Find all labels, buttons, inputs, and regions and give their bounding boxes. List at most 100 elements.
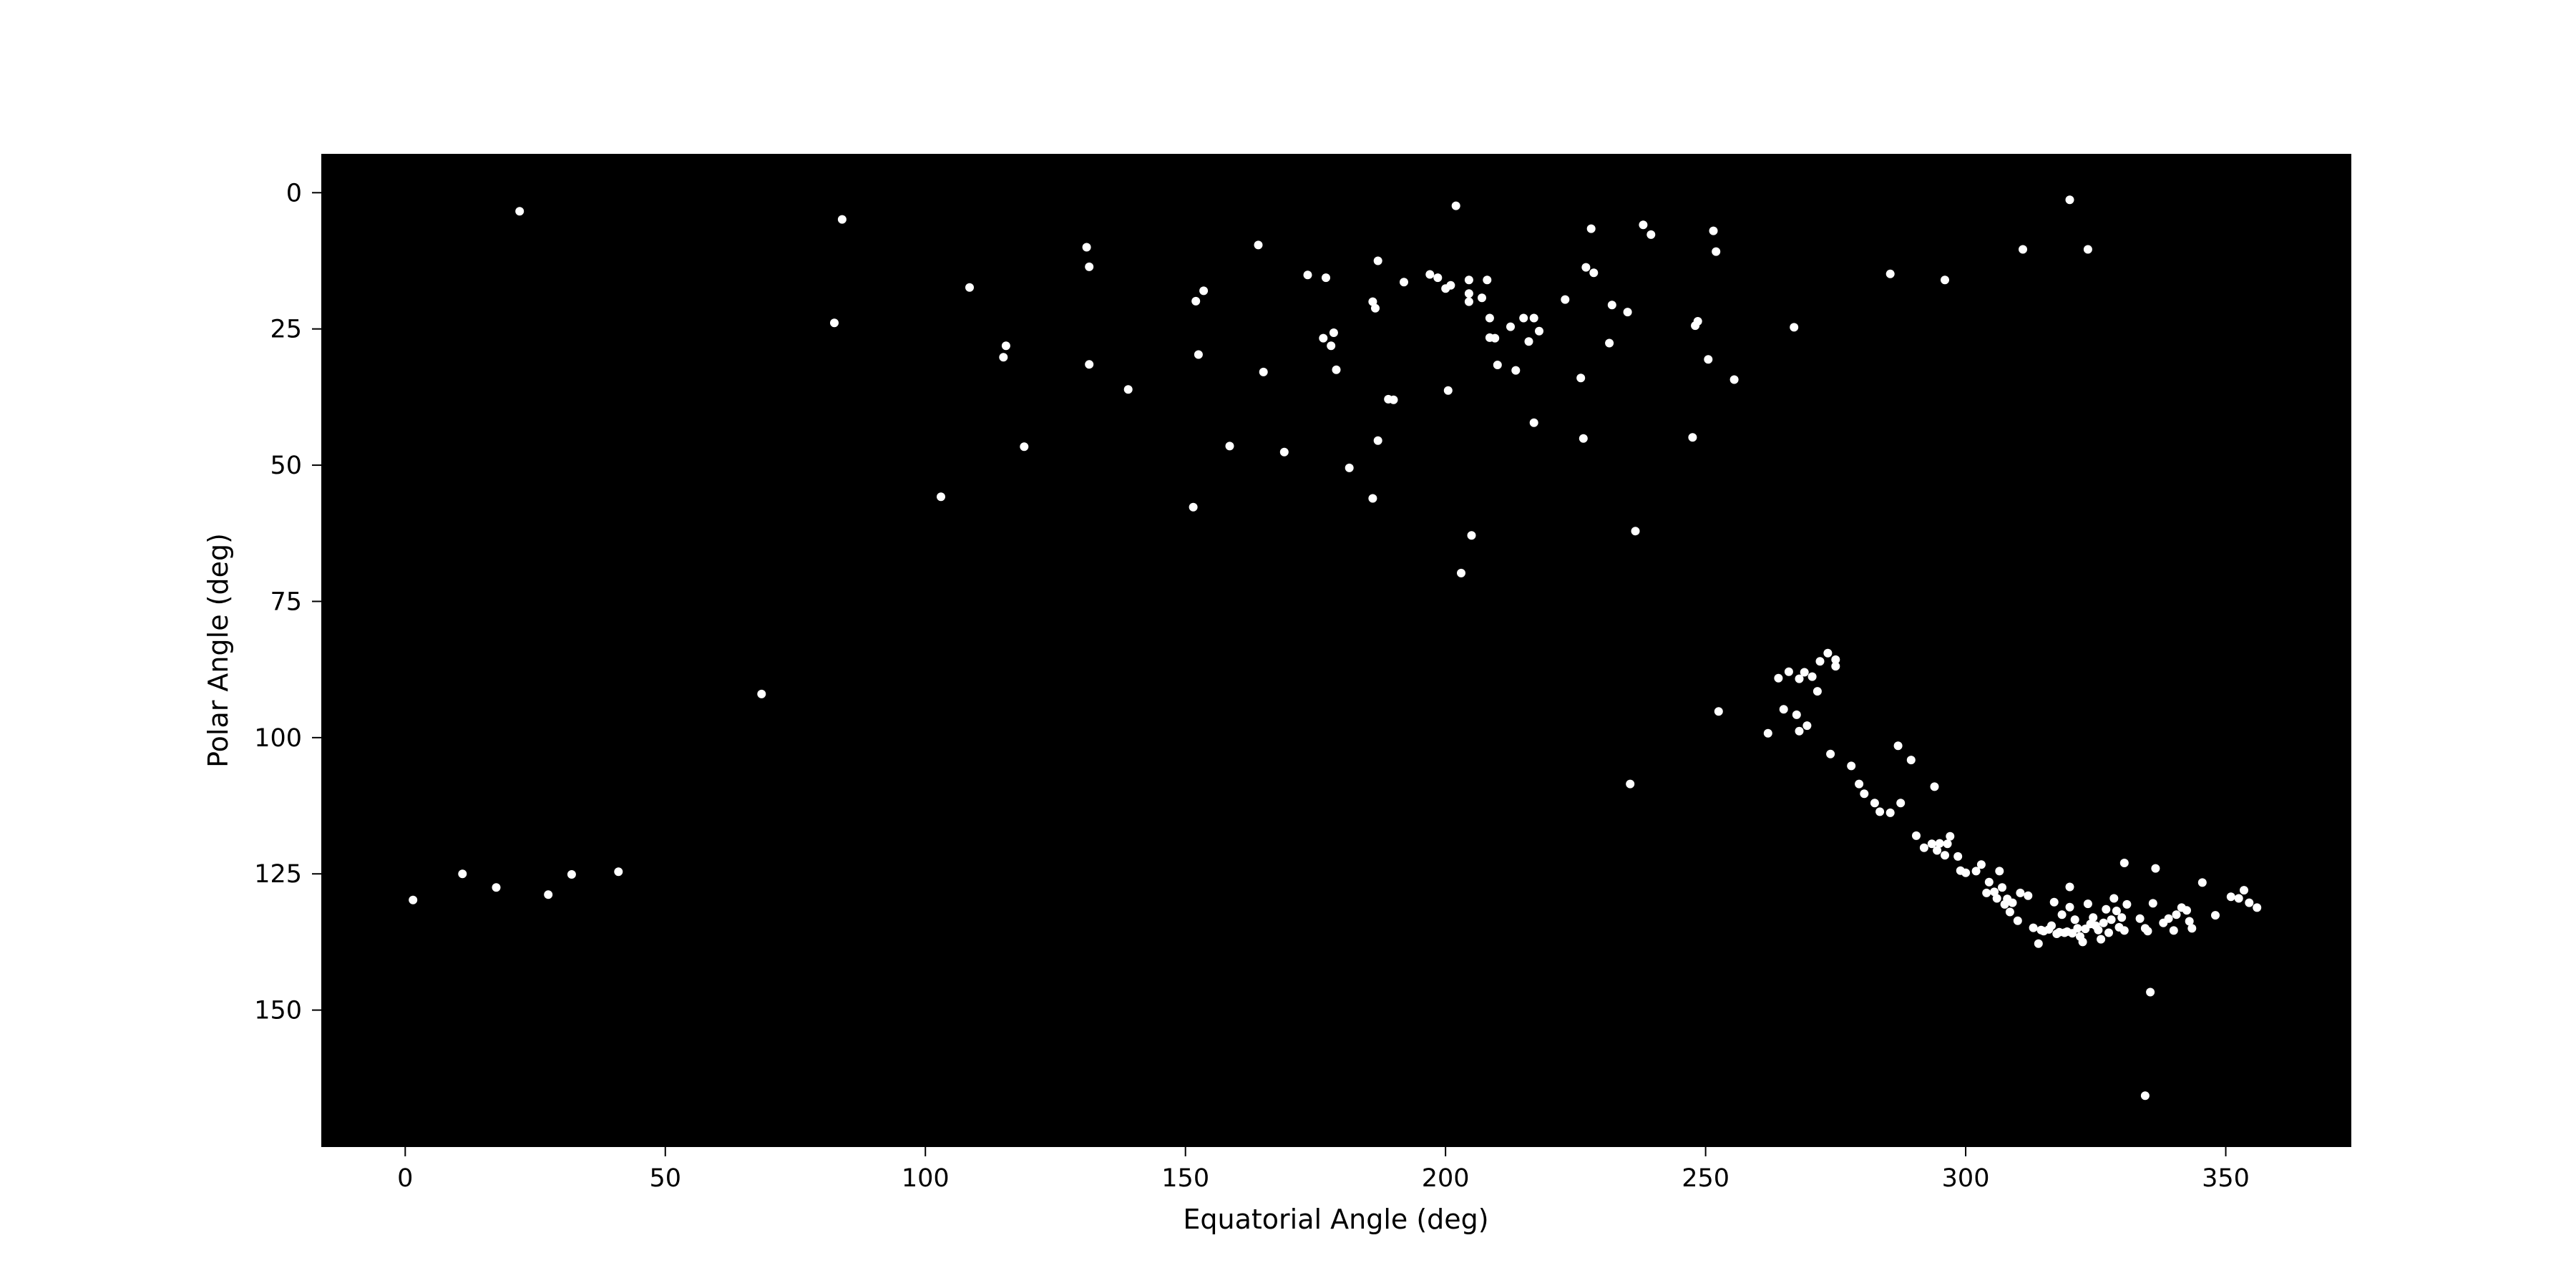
data-point — [1971, 867, 1981, 876]
data-point — [1774, 673, 1783, 683]
data-point — [1885, 269, 1895, 278]
data-point — [2107, 915, 2116, 924]
data-points — [409, 195, 2262, 1101]
data-point — [1992, 894, 2001, 903]
data-point — [515, 207, 525, 216]
data-point — [2102, 904, 2111, 914]
data-point — [1802, 721, 1812, 731]
x-axis-ticks: 0 50 100 150 200 250 300 350 — [397, 1146, 2250, 1193]
data-point — [1491, 333, 1500, 343]
x-tick-label: 350 — [2202, 1164, 2250, 1193]
data-point — [2112, 907, 2121, 915]
data-point — [757, 689, 766, 698]
data-point — [1519, 313, 1528, 323]
data-point — [2117, 913, 2127, 922]
data-point — [1995, 867, 2004, 876]
data-point — [1279, 447, 1289, 457]
data-point — [2005, 907, 2014, 917]
data-point — [1373, 256, 1382, 265]
data-point — [2140, 1091, 2150, 1101]
data-point — [1763, 728, 1772, 738]
data-point — [1639, 220, 1648, 230]
data-point — [2024, 891, 2033, 900]
data-point — [1368, 494, 1377, 503]
data-point — [2135, 914, 2145, 923]
data-point — [1457, 568, 1465, 577]
x-tick-label: 100 — [902, 1164, 950, 1193]
data-point — [1941, 275, 1949, 285]
data-point — [937, 492, 945, 502]
data-point — [1082, 243, 1091, 252]
data-point — [2143, 927, 2152, 936]
data-point — [1085, 262, 1094, 271]
data-point — [2089, 913, 2098, 922]
data-point — [1446, 280, 1455, 290]
data-point — [567, 870, 576, 879]
data-point — [2029, 923, 2038, 932]
data-point — [1345, 463, 1354, 472]
data-point — [1586, 224, 1596, 233]
data-point — [1332, 365, 1341, 374]
data-point — [2169, 926, 2178, 935]
data-point — [2253, 903, 2262, 912]
data-point — [1984, 877, 1994, 887]
data-point — [1815, 657, 1825, 666]
data-point — [1561, 295, 1570, 304]
data-point — [2013, 916, 2022, 925]
data-point — [1524, 337, 1533, 346]
data-point — [2197, 878, 2207, 887]
data-point — [1581, 263, 1591, 272]
data-point — [1389, 395, 1398, 404]
data-point — [1368, 297, 1377, 306]
data-point — [1935, 839, 1944, 848]
data-point — [1464, 289, 1473, 298]
data-point — [1693, 317, 1702, 326]
data-point — [1319, 333, 1328, 343]
plot-area — [321, 154, 2351, 1147]
data-point — [1688, 433, 1697, 442]
data-point — [1912, 831, 1921, 840]
data-point — [2065, 902, 2074, 912]
data-point — [2083, 245, 2092, 254]
data-point — [1784, 667, 1793, 676]
data-point — [1943, 839, 1952, 849]
y-tick-label: 125 — [254, 860, 302, 889]
data-point — [1194, 350, 1203, 359]
data-point — [1795, 674, 1804, 683]
data-point — [1425, 270, 1435, 279]
data-point — [1896, 799, 1906, 808]
data-point — [1729, 375, 1739, 384]
data-point — [2182, 906, 2191, 915]
x-tick-label: 300 — [1942, 1164, 1990, 1193]
data-point — [2164, 914, 2173, 923]
data-point — [1589, 268, 1599, 278]
data-point — [1464, 297, 1473, 306]
data-point — [1795, 726, 1804, 736]
data-point — [1467, 531, 1476, 540]
data-point — [2109, 894, 2119, 903]
data-point — [2070, 915, 2079, 924]
data-point — [1831, 662, 1840, 671]
data-point — [1371, 303, 1380, 313]
data-point — [1855, 779, 1864, 789]
data-point — [1485, 313, 1494, 323]
data-point — [1579, 434, 1588, 443]
data-point — [1623, 308, 1632, 317]
y-tick-label: 25 — [270, 316, 302, 344]
data-point — [1800, 668, 1809, 677]
data-point — [1826, 749, 1835, 758]
y-axis-label: Polar Angle (deg) — [203, 533, 234, 768]
x-axis-label: Equatorial Angle (deg) — [1183, 1204, 1488, 1235]
data-point — [1433, 273, 1443, 283]
data-point — [1576, 374, 1586, 383]
data-point — [2226, 892, 2235, 902]
data-point — [1511, 366, 1521, 375]
data-point — [1919, 843, 1928, 852]
data-point — [1953, 852, 1963, 861]
data-point — [2151, 864, 2160, 873]
data-point — [1400, 278, 1408, 287]
data-point — [1930, 782, 1939, 791]
data-point — [2078, 937, 2087, 947]
data-point — [2119, 859, 2129, 867]
data-point — [1631, 527, 1640, 536]
